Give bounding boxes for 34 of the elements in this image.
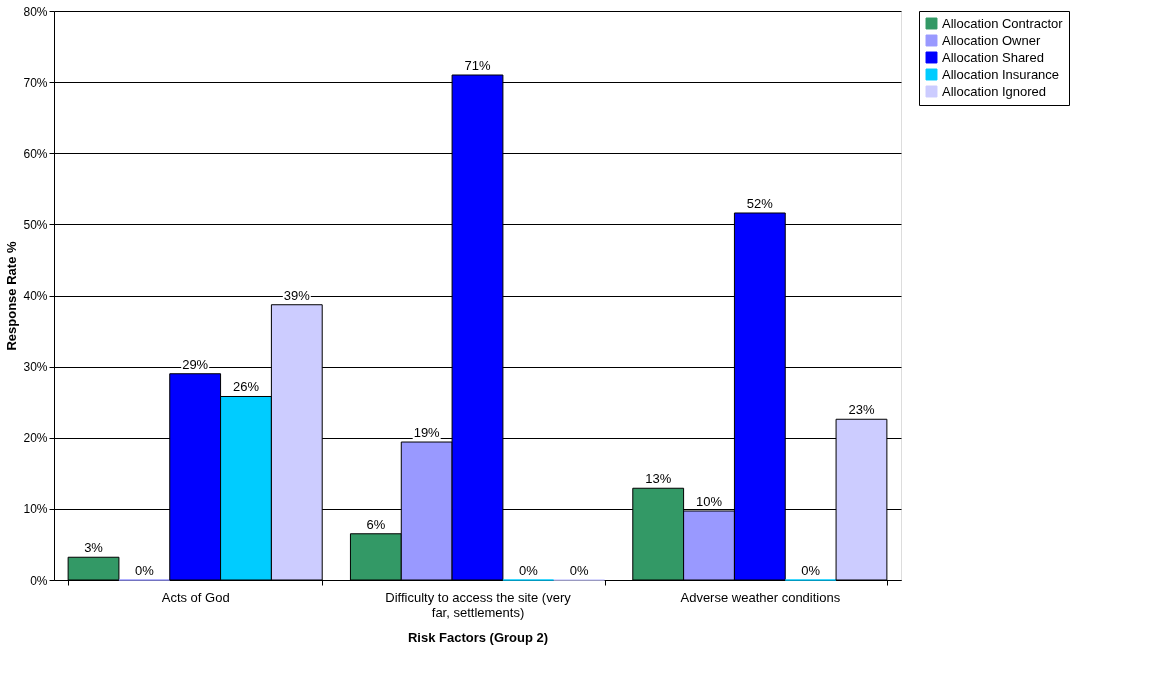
y-tick-label: 50% [23,217,48,232]
x-tick-label: Acts of God [161,589,230,605]
data-label: 13% [645,471,672,487]
x-axis-title: Risk Factors (Group 2) [407,629,549,645]
legend-label: Allocation Ignored [942,83,1047,99]
data-label: 0% [134,563,155,578]
data-label: 23% [848,402,875,418]
data-label: 19% [413,425,441,441]
data-label: 26% [232,379,260,395]
y-tick-label: 70% [23,75,48,90]
data-label: 0% [569,563,589,578]
data-label: 0% [518,563,539,578]
legend-label: Allocation Shared [942,49,1044,65]
data-label: 71% [464,58,491,74]
x-tick-label: Difficulty to access the site (very far, settlements) [385,589,572,620]
y-tick-label: 60% [23,146,48,161]
legend-label: Allocation Contractor [942,15,1064,31]
y-tick-label: 80% [23,4,48,19]
data-label: 10% [696,494,723,510]
y-tick-label: 20% [23,431,48,446]
y-tick-label: 0% [30,573,48,588]
y-tick-label: 10% [23,502,48,517]
data-label: 29% [182,356,209,372]
x-tick-label: Adverse weather conditions [680,589,841,605]
legend-label: Allocation Owner [942,32,1041,48]
legend-label: Allocation Insurance [942,66,1060,82]
y-tick-label: 40% [23,289,48,303]
data-label: 0% [801,563,821,578]
data-label: 6% [366,516,386,532]
y-tick-label: 30% [23,360,48,375]
y-axis-title: Response Rate % [4,241,20,351]
data-label: 52% [746,195,774,211]
data-label: 39% [283,287,311,303]
data-label: 3% [84,540,104,556]
